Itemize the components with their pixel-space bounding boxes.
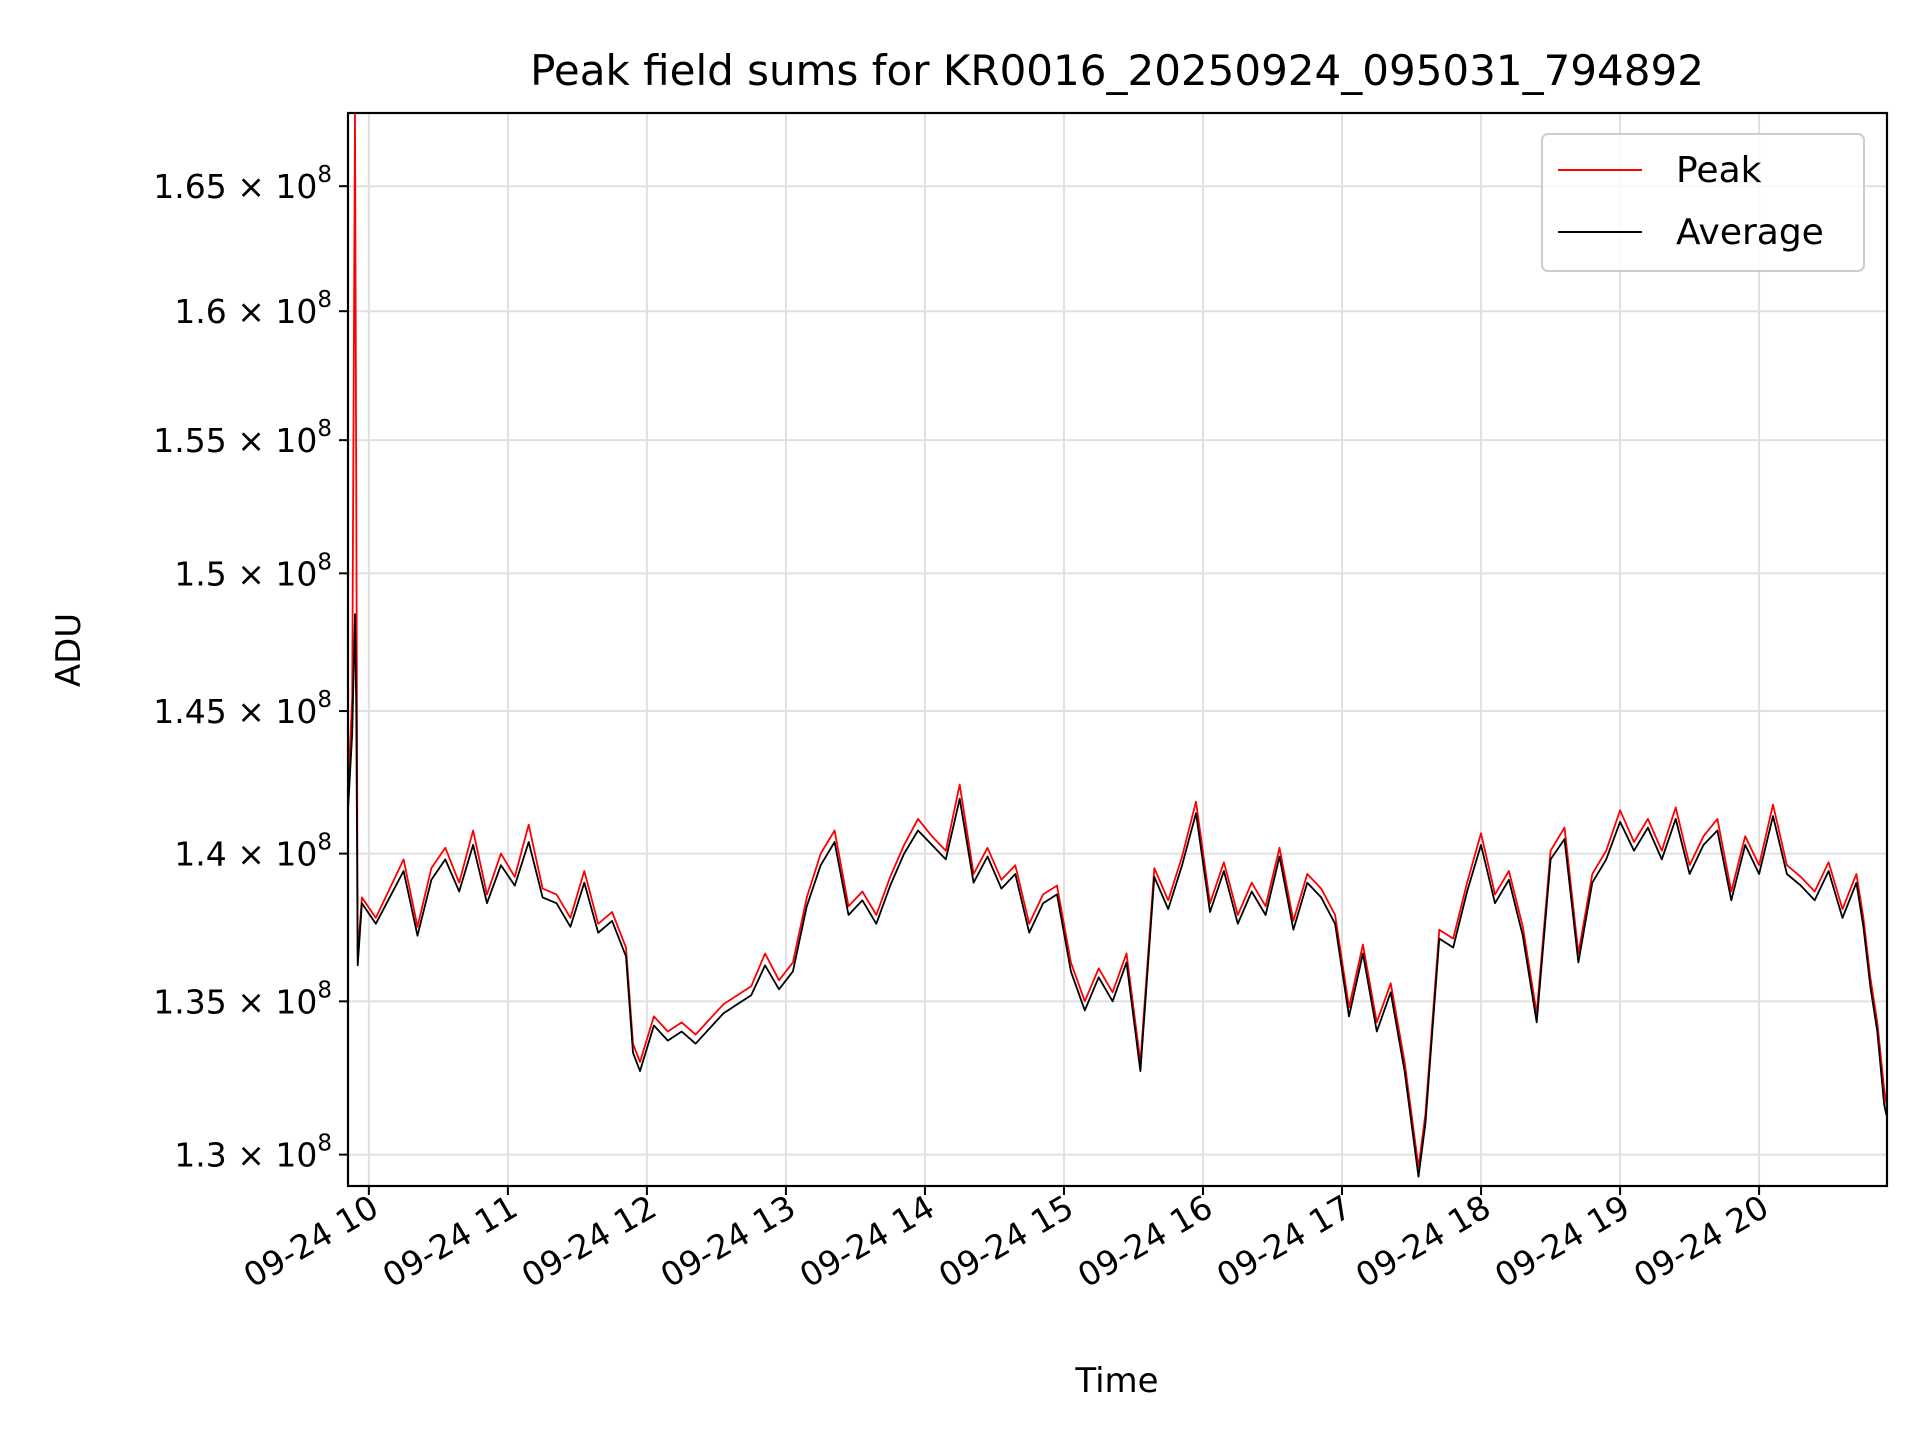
y-tick-label: 1.5 × 108 xyxy=(174,549,332,593)
y-axis: 1.3 × 108 1.35 × 108 1.4 × 108 1.45 × 108 1.… xyxy=(153,162,348,1175)
y-tick-label: 1.55 × 108 xyxy=(153,416,332,460)
legend-box xyxy=(1541,133,1865,272)
series-line-peak xyxy=(347,112,1888,1169)
y-tick-label: 1.35 × 108 xyxy=(153,977,332,1021)
y-tick-label: 1.65 × 108 xyxy=(153,162,332,206)
y-tick-label: 1.45 × 108 xyxy=(153,687,332,731)
legend-label-average: Average xyxy=(1676,212,1824,253)
series-line-average xyxy=(347,613,1888,1178)
y-tick-label: 1.4 × 108 xyxy=(174,830,332,874)
chart-title: Peak field sums for KR0016_20250924_0950… xyxy=(530,46,1704,95)
y-tick-label: 1.3 × 108 xyxy=(174,1131,332,1175)
y-tick-label: 1.6 × 108 xyxy=(174,287,332,331)
plot-frame xyxy=(346,111,1889,1188)
legend: Peak Average xyxy=(1541,133,1865,272)
legend-label-peak: Peak xyxy=(1676,150,1762,191)
grid xyxy=(348,113,1887,1186)
y-axis-label: ADU xyxy=(49,613,89,687)
x-axis-label: Time xyxy=(1074,1361,1158,1401)
series-lines xyxy=(347,112,1888,1178)
